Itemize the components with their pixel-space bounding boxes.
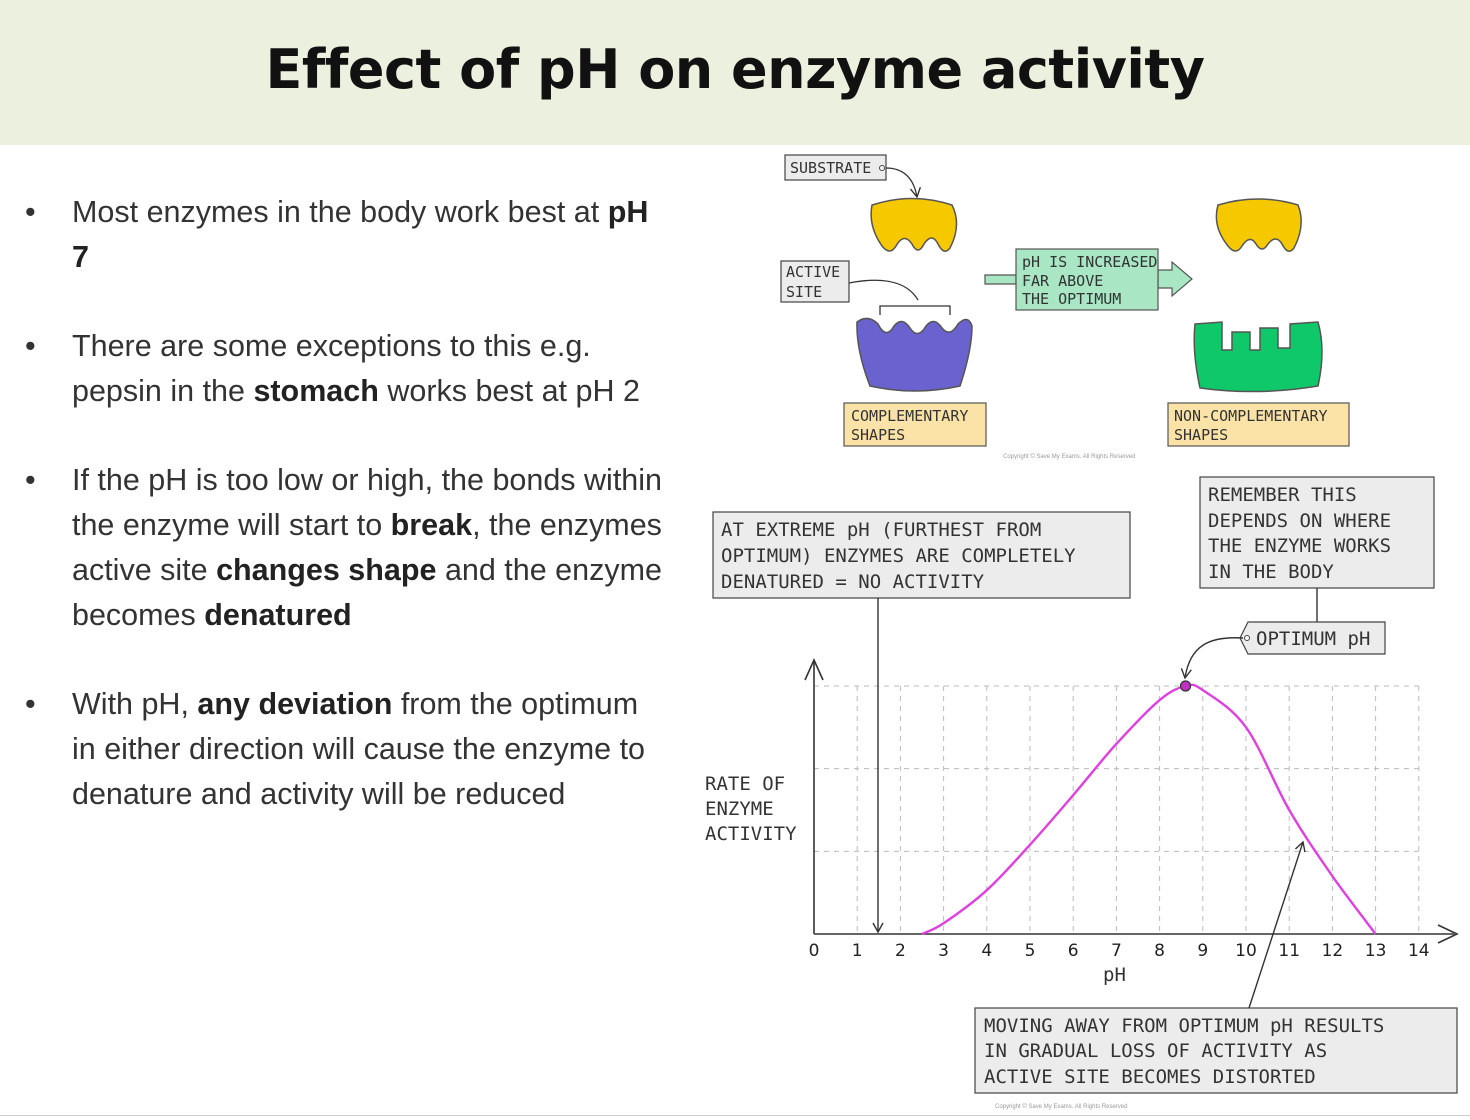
bullet-text: and the enzyme becomes [72,553,662,632]
bullet-text: With pH, [72,687,198,721]
enzyme-shape-non-complementary [1193,321,1323,393]
bullet-item: • If the pH is too low or high, the bonds… [22,458,662,638]
complementary-label-2: SHAPES [851,426,905,444]
bullet-dot: • [25,195,36,229]
enzyme-shape-complementary [856,317,973,392]
active-site-label-1: ACTIVE [786,263,840,281]
moving-note-2: IN GRADUAL LOSS OF ACTIVITY AS [984,1040,1327,1062]
x-tick-label: 8 [1154,941,1165,961]
bullet-item: • Most enzymes in the body work best at p… [22,190,662,280]
bullet-bold-text: changes shape [216,553,437,587]
substrate-callout: SUBSTRATE [784,154,922,199]
y-axis-label-2: ENZYME [705,798,774,820]
non-complementary-label-1: NON-COMPLEMENTARY [1174,407,1328,425]
substrate-shape-left [870,197,958,252]
ph-increase-arrow: pH IS INCREASED FAR ABOVE THE OPTIMUM [984,248,1193,311]
optimum-ph-label: OPTIMUM pH [1256,628,1370,650]
optimum-ph-callout: OPTIMUM pH [1180,621,1386,680]
bullet-text: works best at pH 2 [378,374,640,408]
page-title: Effect of pH on enzyme activity [265,38,1205,101]
x-tick-label: 12 [1322,941,1344,961]
diagram-copyright: Copyright © Save My Exams. All Rights Re… [1003,453,1135,460]
substrate-label: SUBSTRATE [790,159,871,177]
arrow-label-2: FAR ABOVE [1022,272,1103,290]
complementary-label-1: COMPLEMENTARY [851,407,968,425]
bullet-dot: • [25,329,36,363]
footer-divider [0,1115,1470,1116]
x-tick-label: 5 [1025,941,1036,961]
non-complementary-callout: NON-COMPLEMENTARY SHAPES [1167,402,1350,447]
moving-away-callout: MOVING AWAY FROM OPTIMUM pH RESULTS IN G… [974,840,1458,1094]
remember-callout: REMEMBER THIS DEPENDS ON WHERE THE ENZYM… [1199,476,1435,622]
bullet-text: , the enzymes active site [72,508,662,587]
y-axis-label-3: ACTIVITY [705,823,797,845]
moving-note-3: ACTIVE SITE BECOMES DISTORTED [984,1066,1316,1088]
chart-grid [814,685,1420,934]
remember-note-4: IN THE BODY [1208,561,1334,583]
x-tick-label: 11 [1278,941,1300,961]
x-tick-label: 7 [1111,941,1122,961]
bullet-item: • With pH, any deviation from the optimum… [22,682,662,817]
y-axis-arrowhead [804,658,824,681]
active-site-label-2: SITE [786,283,822,301]
moving-note-1: MOVING AWAY FROM OPTIMUM pH RESULTS [984,1015,1384,1037]
bullet-item: • There are some exceptions to this e.g. … [22,324,662,414]
x-axis-label: pH [1103,964,1126,986]
enzyme-diagram: SUBSTRATE ACTIVE SITE pH IS INCREASED FA… [780,154,1350,460]
bullet-text: If the pH is too low or high, the bonds … [72,463,662,542]
bullet-bold-text: break [390,508,473,542]
x-tick-label: 13 [1365,941,1387,961]
arrow-label-3: THE OPTIMUM [1022,290,1121,308]
bullet-bold-text: stomach [253,374,379,408]
x-tick-label: 9 [1197,941,1208,961]
x-tick-label: 10 [1235,941,1257,961]
active-site-callout: ACTIVE SITE [780,260,951,315]
extreme-note-1: AT EXTREME pH (FURTHEST FROM [721,519,1041,541]
bullet-text: Most enzymes in the body work best at [72,195,608,229]
x-tick-label: 6 [1068,941,1079,961]
non-complementary-label-2: SHAPES [1174,426,1228,444]
bullet-list: • Most enzymes in the body work best at p… [22,190,662,861]
y-axis-label-1: RATE OF [705,773,785,795]
substrate-shape-right [1215,198,1302,252]
bullet-dot: • [25,687,36,721]
remember-note-1: REMEMBER THIS [1208,484,1357,506]
x-axis-arrowhead [1437,924,1459,944]
bullet-text: There are some exceptions to this e.g. p… [72,329,591,408]
x-tick-label: 14 [1408,941,1430,961]
bullet-bold-text: pH 7 [72,195,649,274]
remember-note-3: THE ENZYME WORKS [1208,535,1391,557]
complementary-callout: COMPLEMENTARY SHAPES [843,402,987,447]
chart-copyright: Copyright © Save My Exams. All Rights Re… [995,1103,1127,1110]
x-tick-label: 0 [809,941,820,961]
extreme-ph-callout: AT EXTREME pH (FURTHEST FROM OPTIMUM) EN… [712,511,1131,934]
bullet-dot: • [25,463,36,497]
activity-chart: 0 1 2 3 4 5 6 7 8 9 10 11 12 13 14 pH RATE OF ENZYME A… [705,476,1459,1110]
x-tick-label: 2 [895,941,906,961]
optimum-point [1179,680,1192,692]
bullet-text: from the optimum in either direction wil… [72,687,646,811]
bullet-bold-text: any deviation [197,687,393,721]
remember-note-2: DEPENDS ON WHERE [1208,510,1391,532]
title-banner: Effect of pH on enzyme activity [0,0,1470,145]
x-tick-label: 3 [938,941,949,961]
bullet-bold-text: denatured [204,598,352,632]
x-tick-label: 1 [852,941,863,961]
x-tick-labels: 0 1 2 3 4 5 6 7 8 9 10 11 12 13 14 [809,941,1430,961]
arrow-label-1: pH IS INCREASED [1022,253,1157,271]
activity-curve [921,683,1377,936]
x-tick-label: 4 [981,941,992,961]
extreme-note-3: DENATURED = NO ACTIVITY [721,571,985,593]
extreme-note-2: OPTIMUM) ENZYMES ARE COMPLETELY [721,545,1076,567]
